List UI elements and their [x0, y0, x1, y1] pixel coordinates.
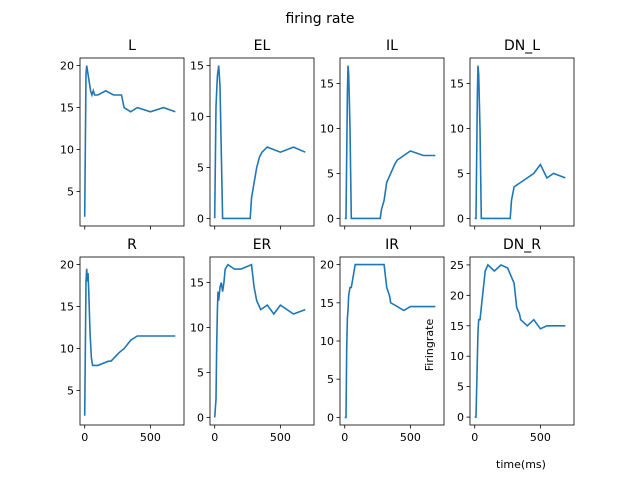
x-tick-label: 500: [400, 431, 421, 444]
x-tick-label: 0: [81, 431, 88, 444]
x-tick-label: 500: [140, 431, 161, 444]
y-tick-label: 15: [190, 277, 204, 290]
series-line: [213, 263, 306, 418]
subplot-title: ER: [253, 237, 272, 253]
subplot-title: IL: [386, 38, 398, 54]
subplot-r: R 5 10 15 20 0 500: [60, 237, 185, 444]
y-tick-label: 5: [67, 186, 74, 199]
y-tick-label: 5: [67, 385, 74, 398]
subplot-title: R: [127, 237, 137, 253]
x-axis-label: time(ms): [496, 458, 546, 471]
y-tick-label: 10: [60, 144, 74, 157]
y-tick-label: 5: [327, 167, 334, 180]
axes-frame: [469, 57, 575, 227]
y-tick-label: 5: [197, 161, 204, 174]
y-tick-label: 20: [320, 259, 334, 272]
y-tick-label: 0: [197, 411, 204, 424]
axes-frame: [209, 256, 315, 426]
y-tick-label: 15: [60, 301, 74, 314]
subplot-title: DN_L: [504, 38, 540, 54]
y-tick-label: 10: [320, 335, 334, 348]
x-tick-label: 0: [471, 431, 478, 444]
subplot-il: IL 0 5 10 15: [320, 38, 445, 230]
series-line: [474, 65, 566, 220]
axes-frame: [79, 256, 185, 426]
axes-frame: [339, 57, 445, 227]
y-tick-label: 0: [197, 212, 204, 225]
y-tick-label: 5: [457, 167, 464, 180]
x-tick-label: 500: [530, 431, 551, 444]
series-line: [83, 65, 176, 217]
y-tick-label: 10: [60, 343, 74, 356]
y-tick-label: 0: [457, 212, 464, 225]
y-tick-label: 15: [60, 102, 74, 115]
y-tick-label: 0: [327, 411, 334, 424]
y-tick-label: 0: [457, 411, 464, 424]
subplot-l: L 5 10 15 20: [60, 38, 185, 230]
series-line: [474, 263, 566, 418]
subplot-el: EL 0 5 10 15: [190, 38, 315, 230]
y-tick-label: 10: [190, 111, 204, 124]
y-tick-label: 10: [450, 123, 464, 136]
y-tick-label: 15: [450, 78, 464, 91]
figure-title: firing rate: [285, 11, 354, 27]
axes-frame: [209, 57, 315, 227]
subplot-dn-l: DN_L 0 5 10 15: [450, 38, 575, 230]
subplot-title: IR: [385, 237, 399, 253]
y-tick-label: 20: [450, 289, 464, 302]
y-axis-label: Firingrate: [423, 319, 436, 372]
y-tick-label: 10: [450, 350, 464, 363]
x-tick-label: 0: [341, 431, 348, 444]
y-tick-label: 0: [327, 212, 334, 225]
series-line: [83, 268, 176, 416]
axes-frame: [469, 256, 575, 426]
axes-frame: [79, 57, 185, 227]
subplot-title: L: [128, 38, 136, 54]
subplot-er: ER 0 5 10 15 0 500: [190, 237, 315, 444]
series-line: [213, 65, 306, 220]
y-tick-label: 5: [457, 381, 464, 394]
series-line: [344, 263, 436, 419]
subplot-ir: IR 0 5 10 15 20 0 500: [320, 237, 445, 444]
y-tick-label: 15: [320, 297, 334, 310]
y-tick-label: 5: [197, 366, 204, 379]
x-tick-label: 500: [270, 431, 291, 444]
y-tick-label: 10: [190, 322, 204, 335]
y-tick-label: 15: [450, 320, 464, 333]
subplot-title: DN_R: [503, 237, 541, 253]
y-tick-label: 20: [60, 259, 74, 272]
y-tick-label: 15: [320, 78, 334, 91]
subplot-grid: L 5 10 15 20 EL 0 5 10 15 IL 0 5 10 15 DN_L 0 5 10 15 R 5 10 15…: [60, 38, 575, 444]
series-line: [344, 65, 436, 220]
subplot-dn-r: DN_R 0 5 10 15 20 25 0 500: [450, 237, 575, 444]
x-tick-label: 0: [211, 431, 218, 444]
subplot-title: EL: [254, 38, 271, 54]
y-tick-label: 15: [190, 60, 204, 73]
y-tick-label: 25: [450, 259, 464, 272]
y-tick-label: 5: [327, 373, 334, 386]
y-tick-label: 10: [320, 123, 334, 136]
y-tick-label: 20: [60, 60, 74, 73]
